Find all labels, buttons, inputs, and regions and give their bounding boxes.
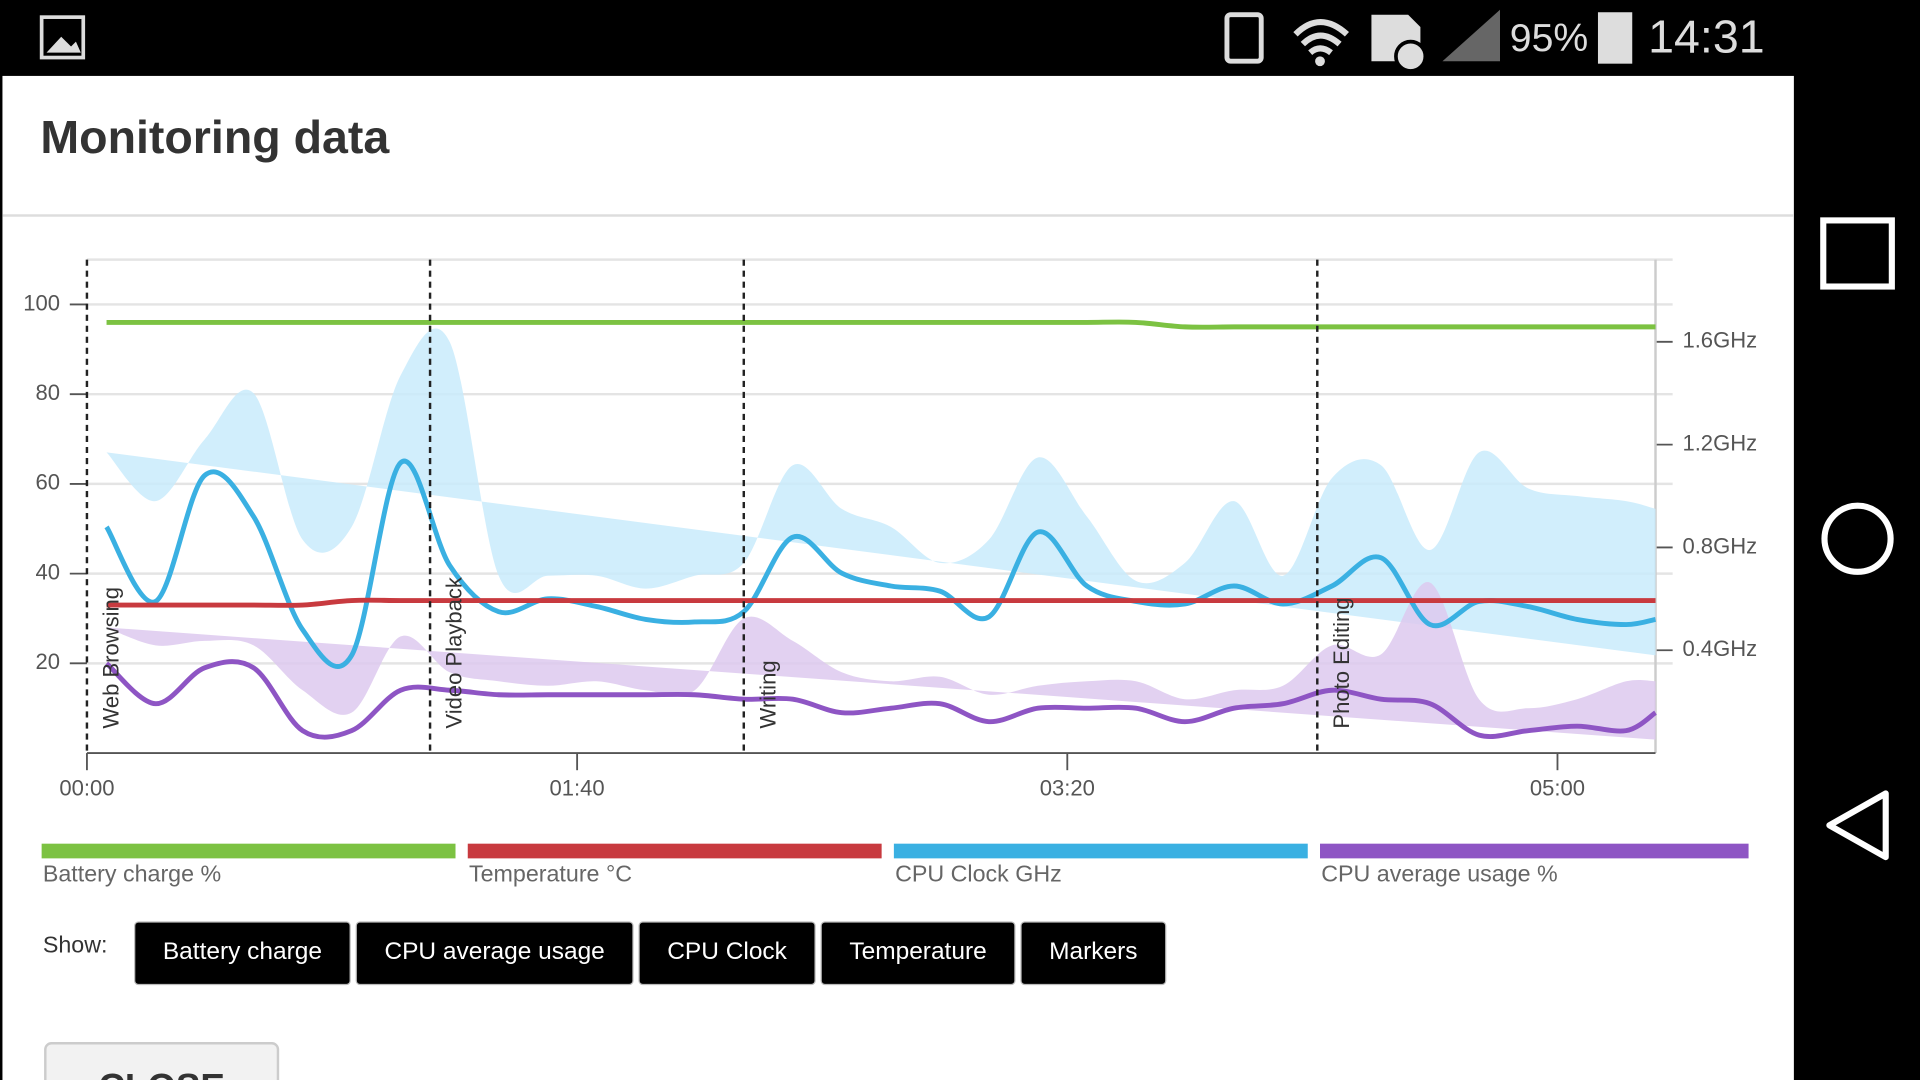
marker-label: Web Browsing [98,587,123,729]
legend-swatch [1320,843,1749,859]
close-button[interactable] [44,1042,280,1080]
range-band [106,582,1656,740]
y2-tick-label: 0.8GHz [1682,533,1757,558]
button-label: CPU average usage [384,938,604,965]
button-label: CPU Clock [667,938,787,965]
battery-percent: 95% [1510,17,1588,60]
wifi-icon [1293,19,1349,56]
legend-swatch [893,843,1308,859]
button-label: Temperature [849,938,986,965]
toggle-button[interactable] [638,921,816,986]
y-tick-label: 20 [35,649,60,674]
back-button[interactable] [1826,790,1889,861]
signal-icon [1442,9,1500,62]
close-label: CLOSE [98,1066,225,1080]
y-tick-label: 80 [35,380,60,405]
legend-label: CPU Clock GHz [895,861,1062,887]
legend-swatch [467,843,882,859]
legend-label: Battery charge % [43,861,221,887]
y2-tick-label: 1.2GHz [1682,430,1757,455]
toggle-button[interactable] [1020,921,1167,986]
recent-apps-button[interactable] [1820,217,1895,290]
marker-label: Photo Editing [1329,598,1354,729]
legend-label: Temperature °C [469,861,632,887]
sim-x [1394,39,1428,73]
y-tick-label: 40 [35,559,60,584]
clock: 14:31 [1648,11,1764,63]
series-line [104,458,1657,669]
y-tick-label: 100 [23,290,60,315]
controls: Show: Battery charge CPU average usage CPU … [43,921,1167,986]
x-tick-label: 03:20 [1040,776,1095,801]
legend-label: CPU average usage % [1321,861,1558,887]
y-tick-label: 60 [35,470,60,495]
marker-label: Writing [755,660,780,728]
range-band [106,328,1656,656]
dialog-title: Monitoring data [40,111,390,163]
wifi-dot [1315,56,1325,67]
show-label: Show: [43,932,108,958]
toggle-button[interactable] [134,921,351,986]
x-tick-label: 00:00 [59,776,114,801]
toggle-button[interactable] [355,921,634,986]
home-button[interactable] [1821,502,1894,575]
legend-swatch [41,843,456,859]
y2-tick-label: 1.6GHz [1682,328,1757,353]
series-line [104,659,1657,740]
vibrate-icon [1224,12,1264,64]
toggle-button[interactable] [820,921,1016,986]
x-tick-label: 01:40 [550,776,605,801]
image-icon-shape [46,36,81,53]
battery-icon [1597,12,1633,64]
y2-tick-label: 0.4GHz [1682,636,1757,661]
chart: 20 40 60 80 100 0.4GHz 0.8GHz 1.2GHz 1.6GHz Web B… [23,258,1757,887]
button-label: Markers [1049,938,1137,965]
x-tick-label: 05:00 [1530,776,1585,801]
series-line [106,597,1656,608]
series-line [106,319,1656,330]
image-icon [39,15,86,60]
marker-label: Video Playback [442,576,467,728]
button-label: Battery charge [163,938,322,965]
